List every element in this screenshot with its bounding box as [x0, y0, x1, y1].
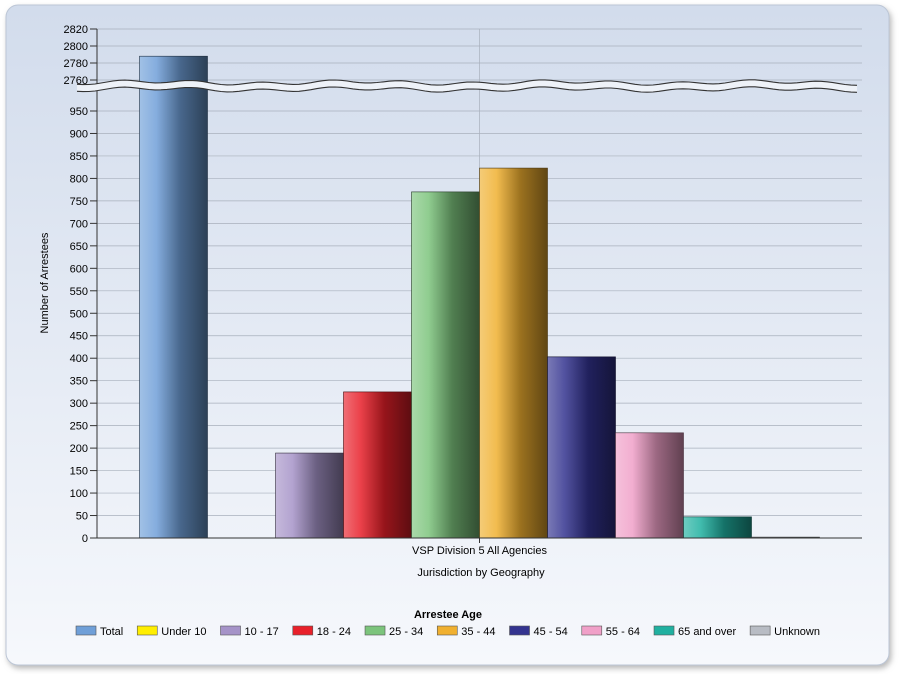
- bar: [615, 432, 684, 539]
- y-tick-label: 2800: [64, 41, 88, 53]
- y-tick-label: 350: [70, 376, 88, 388]
- bar: [411, 191, 480, 539]
- legend-swatch: [436, 625, 458, 636]
- legend-swatch: [75, 625, 97, 636]
- legend-label: Under 10: [161, 626, 206, 638]
- legend-label: Total: [100, 626, 123, 638]
- y-tick-label: 250: [70, 421, 88, 433]
- legend-label: 55 - 64: [606, 626, 640, 638]
- y-tick-label: 300: [70, 398, 88, 410]
- y-tick-label: 2780: [64, 58, 88, 70]
- y-tick-label: 150: [70, 466, 88, 478]
- legend: Total Under 10 10 - 17 18 - 24 25 - 34 35 - 4…: [75, 625, 820, 638]
- bar: [343, 391, 412, 539]
- y-tick-label: 200: [70, 443, 88, 455]
- bar: [683, 516, 752, 539]
- legend-label: Unknown: [774, 626, 820, 638]
- y-tick-label: 650: [70, 241, 88, 253]
- x-axis-label: Jurisdiction by Geography: [417, 567, 545, 579]
- legend-swatch: [749, 625, 771, 636]
- legend-label: 10 - 17: [245, 626, 279, 638]
- legend-swatch: [220, 625, 241, 636]
- y-tick-label: 750: [70, 196, 88, 208]
- legend-swatch: [292, 625, 314, 636]
- y-tick-label: 500: [70, 308, 88, 320]
- legend-label: 18 - 24: [317, 626, 351, 638]
- y-tick-label: 900: [70, 128, 88, 140]
- legend-swatch: [136, 625, 158, 636]
- y-tick-label: 2820: [64, 24, 88, 36]
- y-tick-label: 950: [70, 106, 88, 118]
- bar: [547, 356, 616, 539]
- y-tick-label: 850: [70, 151, 88, 163]
- legend-swatch: [653, 625, 675, 636]
- y-tick-label: 700: [70, 218, 88, 230]
- x-tick-label: VSP Division 5 All Agencies: [412, 545, 547, 557]
- bar: [139, 55, 208, 539]
- y-tick-label: 50: [76, 511, 88, 523]
- legend-swatch: [364, 625, 386, 636]
- legend-label: 45 - 54: [534, 626, 568, 638]
- y-tick-label: 400: [70, 353, 88, 365]
- axis-break-line: [76, 86, 858, 93]
- legend-label: 65 and over: [678, 626, 736, 638]
- y-tick-label: 0: [82, 533, 88, 545]
- y-tick-label: 800: [70, 173, 88, 185]
- y-tick-label: 100: [70, 488, 88, 500]
- y-tick-label: 600: [70, 263, 88, 275]
- legend-swatch: [509, 625, 530, 636]
- y-tick-label: 450: [70, 331, 88, 343]
- legend-label: 25 - 34: [389, 626, 423, 638]
- y-axis-label: Number of Arrestees: [39, 232, 51, 333]
- y-tick-label: 550: [70, 286, 88, 298]
- bar: [275, 452, 344, 539]
- legend-label: 35 - 44: [461, 626, 495, 638]
- bar: [479, 167, 548, 539]
- legend-title: Arrestee Age: [414, 609, 482, 621]
- legend-swatch: [581, 625, 603, 636]
- axis-break-line: [76, 79, 858, 86]
